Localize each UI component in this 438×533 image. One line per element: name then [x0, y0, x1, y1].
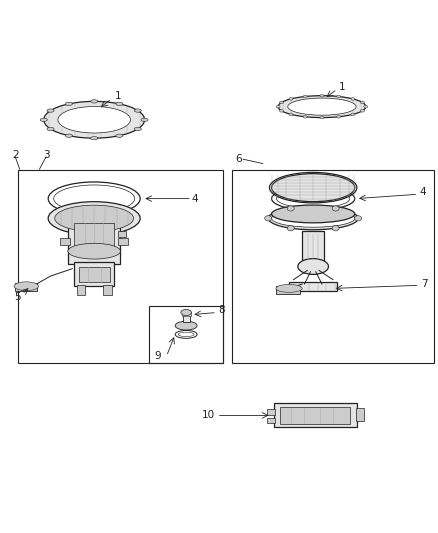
Ellipse shape: [320, 116, 324, 119]
Text: 1: 1: [115, 91, 122, 101]
Bar: [276, 286, 300, 294]
Ellipse shape: [303, 95, 307, 98]
Ellipse shape: [44, 101, 145, 138]
Text: 4: 4: [419, 187, 426, 197]
Ellipse shape: [351, 98, 355, 100]
Text: 6: 6: [235, 154, 242, 164]
Ellipse shape: [14, 282, 39, 290]
Ellipse shape: [279, 101, 283, 104]
Text: 3: 3: [42, 150, 49, 160]
Bar: [74, 223, 114, 247]
Ellipse shape: [289, 113, 293, 116]
Ellipse shape: [65, 134, 73, 138]
Ellipse shape: [48, 182, 140, 215]
Bar: [356, 408, 364, 421]
Text: 9: 9: [154, 351, 161, 361]
Bar: [183, 312, 190, 322]
Text: 4: 4: [191, 193, 198, 204]
Bar: [289, 282, 337, 292]
Ellipse shape: [40, 118, 47, 122]
Bar: [280, 407, 350, 424]
Ellipse shape: [47, 109, 54, 112]
Ellipse shape: [288, 98, 356, 115]
Ellipse shape: [351, 113, 355, 116]
Bar: [274, 403, 357, 427]
Ellipse shape: [54, 185, 134, 212]
Bar: [182, 312, 191, 316]
Ellipse shape: [364, 106, 367, 108]
Bar: [18, 170, 223, 363]
Bar: [15, 282, 37, 290]
Ellipse shape: [48, 201, 140, 235]
Ellipse shape: [181, 310, 191, 316]
Ellipse shape: [360, 101, 364, 104]
Bar: [77, 285, 85, 295]
Bar: [302, 231, 324, 262]
Ellipse shape: [265, 216, 272, 221]
Text: 10: 10: [201, 410, 215, 421]
Ellipse shape: [355, 216, 362, 221]
Ellipse shape: [360, 109, 364, 112]
Ellipse shape: [279, 109, 283, 112]
Ellipse shape: [287, 206, 294, 211]
Ellipse shape: [268, 207, 358, 230]
Bar: [267, 409, 275, 415]
Bar: [118, 231, 126, 237]
Bar: [74, 262, 114, 286]
Text: 2: 2: [12, 150, 19, 160]
Ellipse shape: [276, 189, 350, 208]
Ellipse shape: [276, 106, 280, 108]
Bar: [232, 170, 434, 363]
Ellipse shape: [58, 107, 131, 133]
Ellipse shape: [47, 127, 54, 131]
Text: 1: 1: [338, 82, 345, 92]
Bar: [103, 285, 112, 295]
Ellipse shape: [68, 243, 120, 259]
Ellipse shape: [91, 100, 98, 103]
Text: 8: 8: [218, 305, 225, 316]
Ellipse shape: [175, 321, 197, 330]
Ellipse shape: [141, 118, 148, 122]
Ellipse shape: [91, 136, 98, 140]
Text: 5: 5: [14, 292, 21, 302]
Text: 7: 7: [420, 279, 427, 289]
Ellipse shape: [65, 102, 73, 106]
Ellipse shape: [289, 98, 293, 100]
Ellipse shape: [134, 109, 141, 112]
Bar: [60, 238, 70, 245]
Ellipse shape: [272, 209, 355, 227]
Ellipse shape: [276, 285, 302, 292]
Ellipse shape: [287, 225, 294, 231]
Ellipse shape: [278, 96, 366, 118]
Ellipse shape: [116, 102, 123, 106]
Bar: [118, 238, 128, 245]
Bar: [149, 306, 223, 363]
Ellipse shape: [178, 332, 194, 336]
Ellipse shape: [298, 259, 328, 274]
Bar: [267, 418, 275, 423]
Ellipse shape: [332, 206, 339, 211]
Ellipse shape: [303, 116, 307, 118]
Ellipse shape: [337, 95, 341, 98]
Ellipse shape: [272, 187, 355, 211]
Ellipse shape: [272, 205, 355, 223]
Ellipse shape: [116, 134, 123, 138]
Ellipse shape: [337, 116, 341, 118]
Bar: [79, 266, 110, 282]
Ellipse shape: [272, 174, 355, 201]
Ellipse shape: [332, 225, 339, 231]
Bar: [68, 219, 120, 251]
Ellipse shape: [134, 127, 141, 131]
Bar: [68, 249, 120, 264]
Ellipse shape: [175, 330, 197, 338]
Ellipse shape: [320, 94, 324, 97]
Ellipse shape: [55, 205, 134, 231]
